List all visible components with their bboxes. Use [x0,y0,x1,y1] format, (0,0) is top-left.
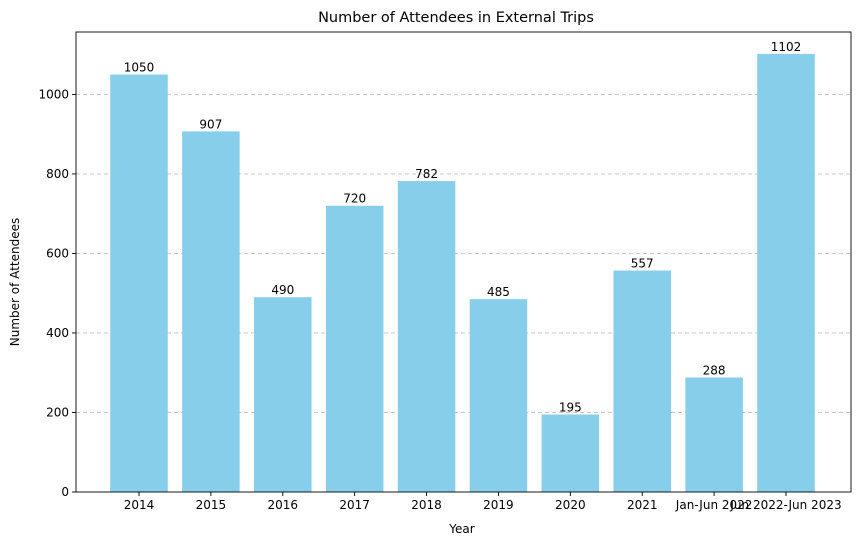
bar-value-label: 720 [343,192,366,206]
x-tick-label: 2019 [483,498,514,512]
bar [613,270,671,492]
x-tick-label: Jan-Jun 2022 [675,498,753,512]
chart-title: Number of Attendees in External Trips [318,10,594,26]
y-tick-label: 200 [46,405,69,419]
x-tick-label: 2018 [411,498,442,512]
bar [757,53,815,493]
bar [325,205,384,492]
x-tick-label: 2014 [124,498,155,512]
bar [182,131,240,492]
bar-value-label: 288 [703,363,726,377]
x-tick-label: 2020 [555,498,586,512]
y-axis-label: Number of Attendees [8,218,22,346]
x-tick-label: Jun 2022-Jun 2023 [729,498,841,512]
bar-value-label: 195 [559,400,582,414]
bars [110,53,815,493]
bar-value-label: 557 [631,257,654,271]
bar-value-label: 782 [415,167,438,181]
bar [685,377,743,492]
x-tick-label: 2015 [196,498,227,512]
bar-value-label: 907 [199,117,222,131]
x-tick-label: 2016 [268,498,299,512]
y-tick-label: 400 [46,326,69,340]
y-tick-label: 800 [46,167,69,181]
y-tick-label: 1000 [38,87,69,101]
bar [110,74,168,493]
x-axis-ticks: 2014 2015 2016 2017 2018 2019 2020 2021 Jan-Jun … [124,492,842,512]
bar [541,414,600,492]
plot-frame [75,31,852,493]
bar-value-label: 485 [487,285,510,299]
y-tick-label: 600 [46,246,69,260]
bar-value-label: 490 [271,283,294,297]
bar-value-label: 1050 [124,61,155,75]
x-tick-label: 2021 [627,498,658,512]
y-tick-label: 0 [61,485,69,499]
x-axis-label: Year [448,522,474,536]
bar [397,181,456,493]
data-labels: 1050 907 490 720 782 485 195 557 288 1102 [124,40,802,415]
bar [254,297,312,492]
bar [469,299,528,492]
y-axis-ticks: 0 200 400 600 800 1000 [38,87,76,499]
bar-value-label: 1102 [771,40,802,54]
x-tick-label: 2017 [339,498,370,512]
